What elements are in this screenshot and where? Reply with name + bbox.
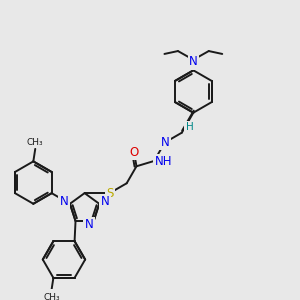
Text: N: N	[189, 55, 198, 68]
Text: CH₃: CH₃	[27, 138, 44, 147]
Text: H: H	[186, 122, 194, 132]
Text: S: S	[106, 187, 113, 200]
Text: CH₃: CH₃	[43, 292, 60, 300]
Text: N: N	[160, 136, 169, 149]
Text: NH: NH	[155, 155, 172, 168]
Text: N: N	[101, 195, 110, 208]
Text: N: N	[60, 195, 68, 208]
Text: O: O	[129, 146, 139, 158]
Text: N: N	[85, 218, 93, 231]
